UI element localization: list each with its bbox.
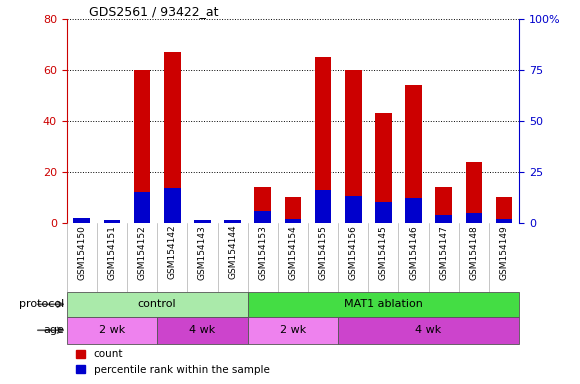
Bar <box>255 187 271 223</box>
Bar <box>375 113 392 223</box>
Bar <box>164 188 180 223</box>
Bar <box>315 57 331 223</box>
Text: GDS2561 / 93422_at: GDS2561 / 93422_at <box>89 5 219 18</box>
Bar <box>405 198 422 223</box>
Legend: count, percentile rank within the sample: count, percentile rank within the sample <box>72 345 274 379</box>
Bar <box>315 190 331 223</box>
Bar <box>496 197 512 223</box>
Text: GSM154143: GSM154143 <box>198 225 207 280</box>
Text: GSM154142: GSM154142 <box>168 225 177 280</box>
Text: GSM154153: GSM154153 <box>258 225 267 280</box>
Bar <box>194 220 211 223</box>
Text: GSM154151: GSM154151 <box>107 225 117 280</box>
Bar <box>285 218 301 223</box>
Bar <box>255 210 271 223</box>
Text: GSM154156: GSM154156 <box>349 225 358 280</box>
Bar <box>375 202 392 223</box>
Bar <box>134 70 150 223</box>
Bar <box>466 213 482 223</box>
Bar <box>248 292 519 317</box>
Bar <box>496 218 512 223</box>
Bar <box>466 162 482 223</box>
Text: 4 wk: 4 wk <box>415 325 442 335</box>
Text: age: age <box>43 325 64 335</box>
Bar <box>224 220 241 223</box>
Bar <box>74 218 90 223</box>
Text: GSM154148: GSM154148 <box>469 225 478 280</box>
Text: GSM154145: GSM154145 <box>379 225 388 280</box>
Text: 2 wk: 2 wk <box>280 325 306 335</box>
Text: GSM154146: GSM154146 <box>409 225 418 280</box>
Bar <box>345 196 361 223</box>
Bar <box>67 317 157 344</box>
Bar <box>104 220 120 223</box>
Bar <box>405 85 422 223</box>
Text: 4 wk: 4 wk <box>189 325 216 335</box>
Text: GSM154150: GSM154150 <box>77 225 86 280</box>
Bar <box>104 220 120 223</box>
Bar <box>67 292 248 317</box>
Bar <box>157 317 248 344</box>
Bar <box>194 220 211 223</box>
Bar <box>345 70 361 223</box>
Bar <box>74 222 90 223</box>
Text: MAT1 ablation: MAT1 ablation <box>344 299 423 310</box>
Bar <box>248 317 338 344</box>
Text: protocol: protocol <box>19 299 64 310</box>
Text: GSM154155: GSM154155 <box>318 225 328 280</box>
Bar <box>164 52 180 223</box>
Text: 2 wk: 2 wk <box>99 325 125 335</box>
Bar <box>285 197 301 223</box>
Bar <box>338 317 519 344</box>
Bar <box>134 192 150 223</box>
Bar <box>436 215 452 223</box>
Text: GSM154149: GSM154149 <box>499 225 509 280</box>
Text: control: control <box>138 299 176 310</box>
Bar <box>436 187 452 223</box>
Text: GSM154152: GSM154152 <box>137 225 147 280</box>
Text: GSM154147: GSM154147 <box>439 225 448 280</box>
Text: GSM154154: GSM154154 <box>288 225 298 280</box>
Bar <box>224 220 241 223</box>
Text: GSM154144: GSM154144 <box>228 225 237 280</box>
